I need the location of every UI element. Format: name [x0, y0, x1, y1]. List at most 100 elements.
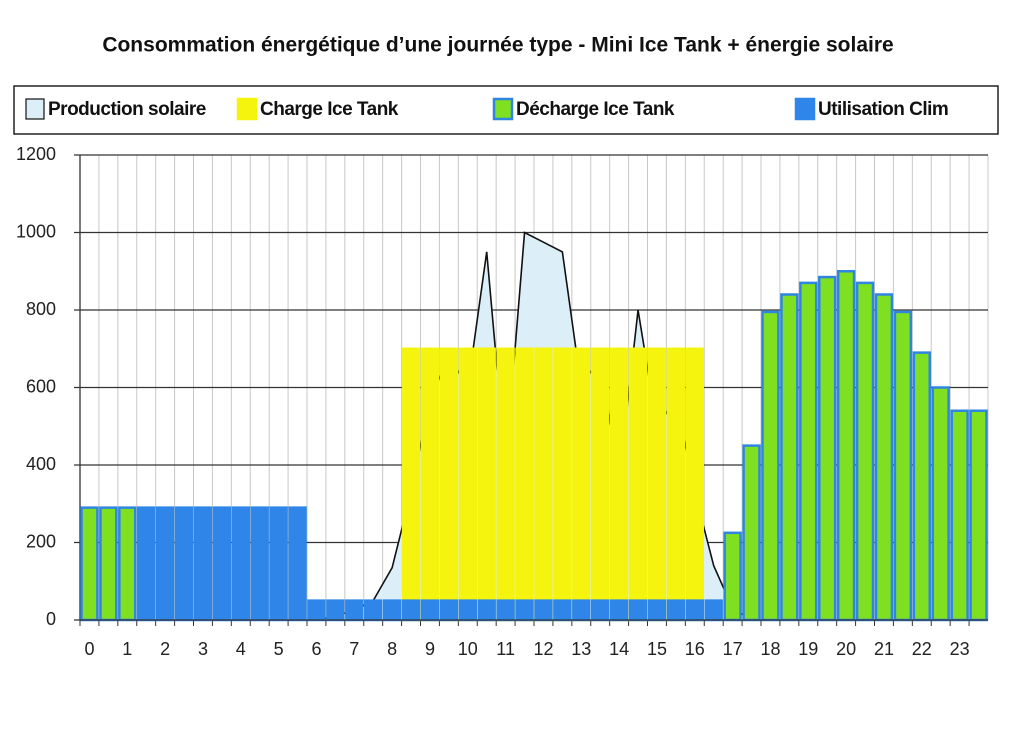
bar: [591, 347, 610, 622]
x-tick-label: 3: [198, 639, 208, 659]
y-tick-label: 800: [26, 299, 56, 319]
bar: [420, 347, 440, 622]
x-tick-label: 22: [912, 639, 932, 659]
bar: [609, 347, 629, 622]
x-tick-label: 13: [571, 639, 591, 659]
bar: [515, 347, 534, 622]
bar: [345, 599, 364, 622]
bar: [893, 310, 913, 622]
bar: [477, 347, 496, 622]
bar: [534, 347, 553, 622]
x-tick-label: 16: [685, 639, 705, 659]
x-tick-label: 5: [274, 639, 284, 659]
bar: [553, 599, 572, 622]
bar: [269, 506, 288, 622]
x-tick-label: 19: [798, 639, 818, 659]
x-tick-label: 4: [236, 639, 246, 659]
bar: [439, 347, 459, 622]
bar: [250, 506, 269, 622]
legend-swatch: [794, 97, 816, 121]
bar: [628, 599, 648, 622]
bar: [704, 599, 723, 622]
bar: [553, 347, 572, 622]
bar: [685, 347, 704, 622]
bar: [742, 444, 761, 622]
bar: [458, 347, 477, 622]
chart-title: Consommation énergétique d’une journée t…: [102, 34, 893, 57]
bar: [99, 506, 118, 622]
bar: [155, 506, 175, 622]
x-tick-label: 0: [84, 639, 94, 659]
x-tick-label: 18: [760, 639, 780, 659]
x-tick-label: 20: [836, 639, 856, 659]
bar: [761, 310, 780, 622]
bar: [855, 281, 875, 622]
bar: [836, 270, 856, 622]
bar: [572, 347, 591, 622]
bar: [382, 599, 402, 622]
legend-label: Utilisation Clim: [818, 99, 948, 120]
bar: [591, 599, 610, 622]
bar: [969, 409, 988, 622]
x-tick-label: 14: [609, 639, 629, 659]
x-tick-label: 15: [647, 639, 667, 659]
bar: [931, 386, 950, 622]
bar: [609, 599, 629, 622]
bar: [193, 506, 213, 622]
legend-swatch: [236, 97, 258, 121]
bar: [685, 599, 704, 622]
bar: [231, 506, 250, 622]
bar: [212, 506, 232, 622]
bar: [401, 599, 421, 622]
bar: [780, 293, 799, 622]
bar: [496, 347, 515, 622]
bar: [572, 599, 591, 622]
bar: [647, 347, 667, 622]
bar: [420, 599, 440, 622]
legend-label: Production solaire: [48, 99, 206, 120]
x-tick-label: 21: [874, 639, 894, 659]
y-tick-label: 1000: [16, 221, 56, 241]
bar: [458, 599, 477, 622]
bar: [439, 599, 459, 622]
bar: [950, 409, 969, 622]
bar: [137, 506, 156, 622]
bar: [401, 347, 421, 622]
x-tick-label: 11: [496, 639, 515, 659]
legend-label: Charge Ice Tank: [260, 99, 399, 120]
y-tick-label: 600: [26, 376, 56, 396]
x-tick-label: 1: [122, 639, 132, 659]
bar: [799, 281, 818, 622]
x-tick-label: 9: [425, 639, 435, 659]
bar: [118, 506, 137, 622]
legend-swatch: [25, 98, 45, 120]
bar: [496, 599, 515, 622]
x-tick-label: 2: [160, 639, 170, 659]
y-tick-label: 400: [26, 454, 56, 474]
bar: [912, 351, 931, 622]
bar: [723, 531, 742, 622]
bar: [307, 599, 326, 622]
bar: [818, 275, 837, 622]
y-tick-label: 1200: [16, 144, 56, 164]
y-tick-label: 0: [46, 609, 56, 629]
x-tick-label: 7: [349, 639, 359, 659]
x-tick-label: 23: [950, 639, 970, 659]
legend-label: Décharge Ice Tank: [516, 99, 675, 120]
bar: [515, 599, 534, 622]
y-tick-label: 200: [26, 531, 56, 551]
bar: [364, 599, 383, 622]
bar: [666, 599, 686, 622]
bar: [477, 599, 496, 622]
bar: [647, 599, 667, 622]
x-tick-label: 17: [723, 639, 743, 659]
bar: [534, 599, 553, 622]
x-tick-label: 12: [533, 639, 553, 659]
x-tick-label: 10: [458, 639, 478, 659]
legend-swatch: [492, 97, 514, 121]
bar: [288, 506, 307, 622]
bar: [874, 293, 894, 622]
bar: [80, 506, 99, 622]
bar: [628, 347, 648, 622]
